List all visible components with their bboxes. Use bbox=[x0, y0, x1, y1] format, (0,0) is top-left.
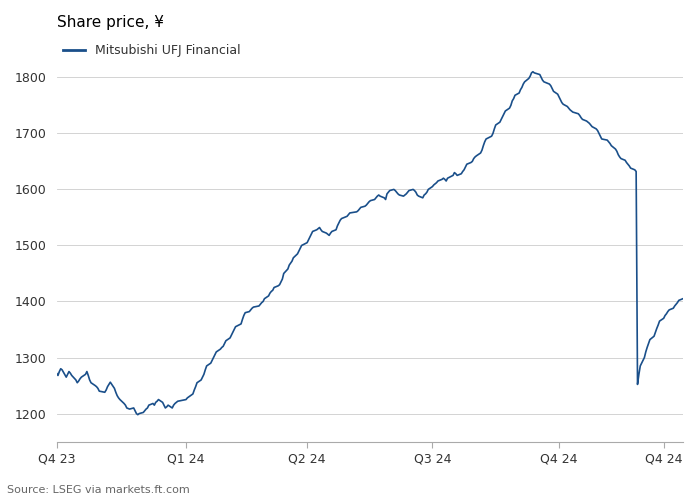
Text: Source: LSEG via markets.ft.com: Source: LSEG via markets.ft.com bbox=[7, 485, 190, 495]
Legend: Mitsubishi UFJ Financial: Mitsubishi UFJ Financial bbox=[63, 44, 241, 58]
Text: Share price, ¥: Share price, ¥ bbox=[57, 15, 164, 30]
